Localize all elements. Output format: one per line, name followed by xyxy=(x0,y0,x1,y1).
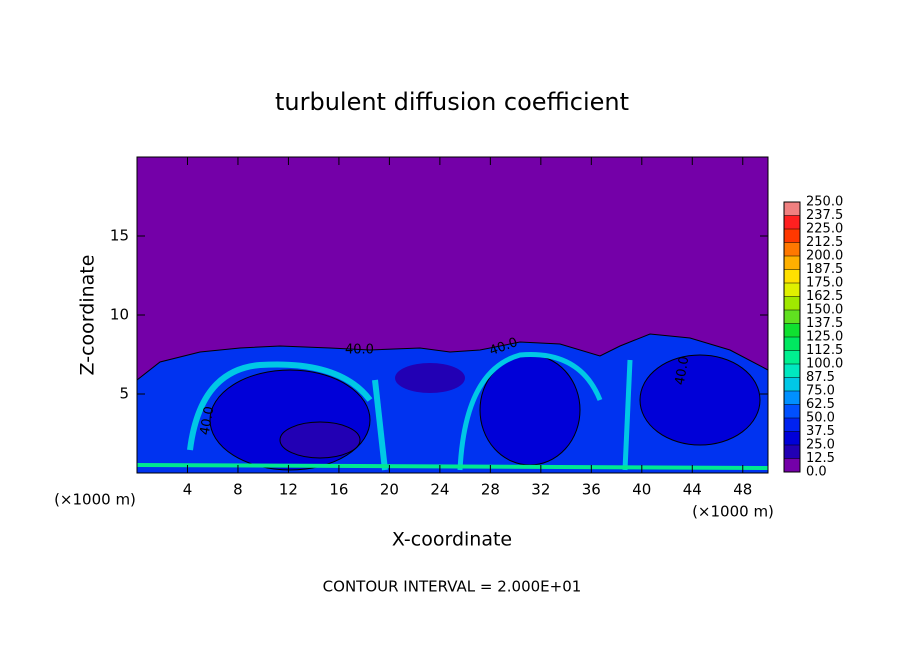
colorbar-label: 187.5 xyxy=(806,262,843,277)
colorbar-label: 50.0 xyxy=(806,411,835,426)
colorbar-label: 112.5 xyxy=(806,343,843,358)
x-tick-label: 8 xyxy=(233,481,243,499)
x-tick-label: 36 xyxy=(582,481,601,499)
colorbar-label: 37.5 xyxy=(806,424,835,439)
colorbar-bin xyxy=(784,310,800,324)
x-tick-label: 48 xyxy=(733,481,752,499)
contour-label: 40.0 xyxy=(198,405,218,436)
y-tick-label: 15 xyxy=(110,227,129,245)
x-tick-label: 4 xyxy=(183,481,193,499)
colorbar-label: 100.0 xyxy=(806,357,843,372)
colorbar-bin xyxy=(784,377,800,391)
colorbar-label: 0.0 xyxy=(806,465,827,480)
colorbar-bin xyxy=(784,296,800,310)
colorbar-bin xyxy=(784,323,800,337)
field xyxy=(137,157,768,473)
colorbar-bin xyxy=(784,431,800,445)
x-tick-label: 16 xyxy=(329,481,348,499)
colorbar-label: 75.0 xyxy=(806,384,835,399)
x-tick-label: 24 xyxy=(430,481,449,499)
contour-label: 40.0 xyxy=(345,343,374,358)
colorbar-bin xyxy=(784,337,800,351)
colorbar-bin xyxy=(784,418,800,432)
colorbar-bin xyxy=(784,364,800,378)
colorbar-label: 162.5 xyxy=(806,289,843,304)
colorbar-bin xyxy=(784,458,800,472)
contour-label: 40.0 xyxy=(673,355,693,386)
x-tick-label: 40 xyxy=(632,481,651,499)
colorbar-bin xyxy=(784,445,800,459)
colorbar-bin xyxy=(784,242,800,256)
colorbar-label: 237.5 xyxy=(806,208,843,223)
y-tick-label: 10 xyxy=(110,306,129,324)
colorbar-label: 125.0 xyxy=(806,330,843,345)
colorbar-label: 212.5 xyxy=(806,235,843,250)
colorbar-label: 225.0 xyxy=(806,222,843,237)
colorbar-label: 150.0 xyxy=(806,303,843,318)
x-tick-label: 12 xyxy=(279,481,298,499)
chart-title: turbulent diffusion coefficient xyxy=(275,88,629,116)
colorbar-bin xyxy=(784,350,800,364)
x-axis-label: X-coordinate xyxy=(392,529,512,551)
colorbar-bin xyxy=(784,229,800,243)
colorbar-bin xyxy=(784,404,800,418)
colorbar-label: 87.5 xyxy=(806,370,835,385)
colorbar-label: 200.0 xyxy=(806,249,843,264)
y-axis-label: Z-coordinate xyxy=(77,255,99,376)
x-tick-label: 32 xyxy=(531,481,550,499)
colorbar-label: 62.5 xyxy=(806,397,835,412)
colorbar-bin xyxy=(784,256,800,270)
colorbar-label: 25.0 xyxy=(806,438,835,453)
x-tick-label: 20 xyxy=(380,481,399,499)
colorbar-label: 175.0 xyxy=(806,276,843,291)
colorbar-label: 137.5 xyxy=(806,316,843,331)
colorbar-bin xyxy=(784,283,800,297)
x-tick-label: 28 xyxy=(481,481,500,499)
x-tick-label: 44 xyxy=(683,481,702,499)
y-tick-label: 5 xyxy=(119,385,129,403)
annotation: CONTOUR INTERVAL = 2.000E+01 xyxy=(323,578,582,596)
colorbar-label: 250.0 xyxy=(806,195,843,210)
x-unit: (×1000 m) xyxy=(692,503,774,521)
colorbar-bin xyxy=(784,202,800,216)
colorbar-bin xyxy=(784,269,800,283)
colorbar-bin xyxy=(784,391,800,405)
colorbar-label: 12.5 xyxy=(806,451,835,466)
x-unit: (×1000 m) xyxy=(54,491,136,509)
colorbar-bin xyxy=(784,215,800,229)
